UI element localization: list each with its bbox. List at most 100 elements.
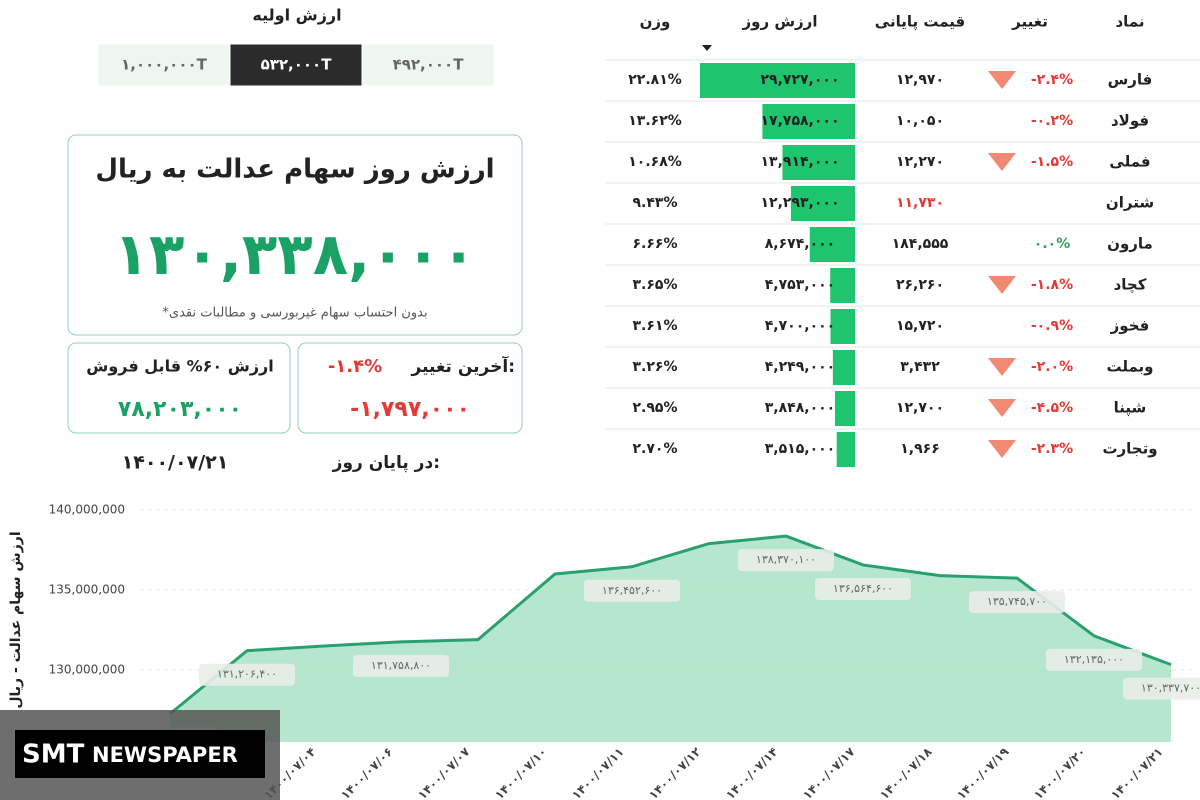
price: ۱۲,۹۷۰	[896, 72, 944, 88]
sellable-value: ۷۸,۲۰۳,۰۰۰	[118, 397, 242, 422]
x-tick-label: ۱۴۰۰/۰۷/۲۰	[1031, 745, 1089, 800]
day-value: ۴,۷۵۳,۰۰۰	[765, 277, 835, 293]
value-label: ۱۳۶,۴۵۲,۶۰۰	[602, 584, 662, 597]
change: -۰.۹%	[1031, 318, 1073, 334]
sort-arrow	[702, 45, 712, 51]
day-value: ۲۹,۷۲۷,۰۰۰	[761, 72, 840, 88]
weight: ۲۲.۸۱%	[628, 72, 682, 88]
value-bar	[762, 104, 855, 139]
sellable-label: ارزش ۶۰% قابل فروش	[86, 357, 274, 376]
value-bar	[830, 268, 855, 303]
down-arrow	[988, 358, 1016, 376]
day-value: ۳,۸۴۸,۰۰۰	[765, 400, 835, 416]
price: ۱,۹۶۶	[900, 441, 940, 457]
tab-label[interactable]: ۱,۰۰۰,۰۰۰T	[121, 56, 207, 74]
day-value: ۴,۲۴۹,۰۰۰	[765, 359, 835, 375]
symbol: فملی	[1109, 153, 1150, 171]
down-arrow	[988, 440, 1016, 458]
main-value: ۱۳۰,۳۳۸,۰۰۰	[114, 220, 477, 288]
value-label-bg	[969, 591, 1065, 614]
value-bar	[700, 63, 855, 98]
footer-date: ۱۴۰۰/۰۷/۲۱	[122, 452, 229, 474]
weight: ۱۰.۶۸%	[628, 154, 682, 170]
weight: ۹.۴۳%	[633, 195, 678, 211]
value-label-bg	[1123, 677, 1200, 700]
change: -۱.۵%	[1031, 154, 1073, 170]
x-tick-label: ۱۴۰۰/۰۷/۱۲	[646, 744, 704, 800]
column-header[interactable]: ارزش روز	[742, 13, 818, 31]
down-arrow	[988, 276, 1016, 294]
value-label: ۱۳۸,۳۷۰,۱۰۰	[756, 553, 816, 566]
value-label-bg	[738, 549, 834, 572]
value-label-bg	[353, 654, 449, 677]
x-tick-label: ۱۴۰۰/۰۷/۱۱	[569, 745, 627, 800]
tab-label[interactable]: ۴۹۲,۰۰۰T	[393, 56, 465, 74]
value-bar	[790, 186, 855, 221]
watermark-box	[15, 730, 265, 778]
value-bar	[834, 391, 855, 426]
column-header[interactable]: قیمت پایانی	[875, 13, 965, 32]
x-tick-label: ۱۴۰۰/۰۷/۲۱	[1108, 745, 1166, 800]
change-card	[297, 342, 523, 434]
down-arrow	[988, 71, 1016, 89]
column-header[interactable]: وزن	[640, 13, 671, 31]
symbol: کچاد	[1114, 276, 1147, 295]
symbol: وبملت	[1106, 358, 1153, 376]
x-tick-label: ۱۴۰۰/۰۷/۱۹	[954, 744, 1012, 800]
tab[interactable]	[229, 43, 363, 87]
day-value: ۸,۶۷۴,۰۰۰	[765, 236, 835, 252]
change: ۰.۰%	[1034, 236, 1070, 252]
value-label: ۱۳۵,۷۴۵,۷۰۰	[987, 595, 1047, 608]
change-label: آخرین تغییر:	[411, 355, 516, 377]
tab[interactable]	[97, 43, 231, 87]
x-tick-label: ۱۴۰۰/۰۷/۱۴	[723, 745, 781, 800]
y-axis-label: ارزش سهام عدالت - ریال	[8, 531, 24, 708]
value-label-bg	[815, 577, 911, 600]
price: ۳,۴۳۲	[900, 359, 940, 375]
symbol: وتجارت	[1102, 440, 1157, 458]
symbol: فولاد	[1111, 112, 1149, 130]
tab-label[interactable]: ۵۳۲,۰۰۰T	[261, 56, 333, 74]
symbol: شپنا	[1114, 399, 1147, 418]
weight: ۲.۷۰%	[633, 441, 678, 457]
weight: ۳.۶۱%	[633, 318, 678, 334]
symbol: مارون	[1107, 235, 1153, 253]
symbol: فخوز	[1110, 317, 1150, 335]
tab[interactable]	[361, 43, 495, 87]
day-value: ۳,۵۱۵,۰۰۰	[765, 441, 835, 457]
value-label: ۱۳۱,۷۵۸,۸۰۰	[371, 659, 431, 672]
column-header[interactable]: تغییر	[1011, 13, 1048, 31]
line	[169, 534, 1172, 716]
area	[170, 536, 1171, 742]
weight: ۳.۲۶%	[633, 359, 678, 375]
down-arrow	[988, 399, 1016, 417]
x-tick-label: ۱۴۰۰/۰۷/۰۷	[415, 744, 473, 800]
price: ۱۸۴,۵۵۵	[892, 236, 949, 252]
price: ۲۶,۲۶۰	[896, 277, 944, 293]
day-value: ۱۲,۲۹۳,۰۰۰	[761, 195, 840, 211]
sellable-card	[67, 342, 291, 434]
column-header[interactable]: نماد	[1115, 13, 1144, 31]
footer-label: در پایان روز:	[332, 453, 440, 473]
weight: ۳.۶۵%	[633, 277, 678, 293]
watermark-text: NEWSPAPER	[92, 743, 238, 767]
change: -۱.۸%	[1031, 277, 1073, 293]
value-label: ۱۳۲,۱۳۵,۰۰۰	[1064, 653, 1124, 666]
x-tick-label: ۱۴۰۰/۰۷/۱۰	[492, 745, 550, 800]
change: -۴.۵%	[1031, 400, 1073, 416]
main-note: *بدون احتساب سهام غیربورسی و مطالبات نقد…	[162, 306, 427, 321]
value-label-bg	[584, 579, 680, 602]
change: -۲.۰%	[1031, 359, 1073, 375]
value-bar	[836, 432, 855, 467]
main-card	[67, 134, 523, 336]
value-label-bg	[199, 663, 295, 686]
main-title: ارزش روز سهام عدالت به ریال	[95, 155, 494, 185]
value-label-bg	[1046, 648, 1142, 671]
change: -۰.۲%	[1031, 113, 1073, 129]
change: -۲.۳%	[1031, 441, 1073, 457]
change: -۲.۴%	[1031, 72, 1073, 88]
y-tick-label: 140,000,000	[49, 503, 125, 517]
weight: ۲.۹۵%	[633, 400, 678, 416]
price: ۱۲,۲۷۰	[896, 154, 944, 170]
day-value: ۴,۷۰۰,۰۰۰	[765, 318, 835, 334]
